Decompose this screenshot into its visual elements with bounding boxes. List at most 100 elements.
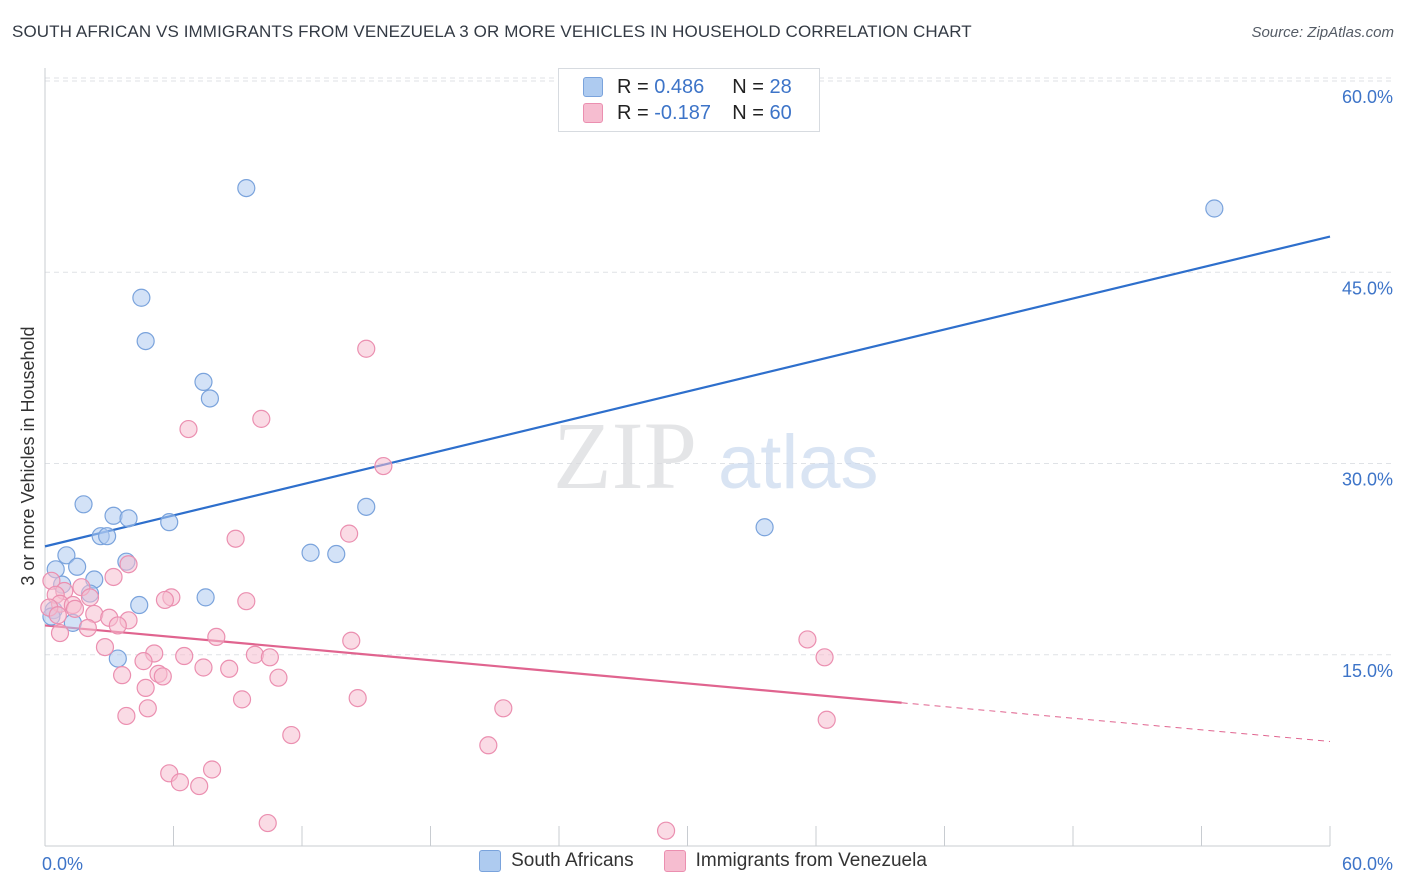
point-venezuela xyxy=(112,666,132,685)
point-south-africans xyxy=(119,509,138,528)
point-venezuela xyxy=(119,555,138,574)
point-venezuela xyxy=(175,646,194,666)
point-venezuela xyxy=(78,618,97,638)
point-venezuela xyxy=(95,637,115,657)
point-venezuela xyxy=(479,736,498,755)
point-venezuela xyxy=(194,658,213,677)
point-south-africans xyxy=(130,595,149,615)
point-south-africans xyxy=(237,179,256,198)
point-venezuela xyxy=(656,821,676,840)
point-south-africans xyxy=(74,495,93,514)
point-venezuela xyxy=(817,710,836,729)
n-value: 28 xyxy=(769,75,792,98)
point-venezuela xyxy=(269,668,288,687)
r-value: -0.187 xyxy=(654,101,711,124)
point-venezuela xyxy=(220,659,239,678)
point-venezuela xyxy=(815,648,834,667)
legend-swatch-pink xyxy=(663,850,686,872)
legend-swatch-blue xyxy=(479,850,502,872)
point-venezuela xyxy=(282,725,301,745)
correlation-legend: R = 0.486 N = 28 R = -0.187 N = 60 xyxy=(558,68,820,132)
point-venezuela xyxy=(179,419,198,439)
point-venezuela xyxy=(340,524,359,543)
point-south-africans xyxy=(327,544,346,564)
x-tick-label-max: 60.0% xyxy=(1342,854,1393,874)
trend-line-venezuela xyxy=(44,624,902,704)
point-south-africans xyxy=(755,518,774,537)
axes xyxy=(44,68,1331,847)
point-south-africans xyxy=(200,389,220,408)
y-axis-label: 3 or more Vehicles in Household xyxy=(18,326,38,585)
data-points xyxy=(40,179,1224,840)
grid-lines xyxy=(45,77,1392,656)
point-south-africans xyxy=(196,588,215,607)
y-tick-label: 45.0% xyxy=(1342,278,1393,298)
trend-line-venezuela-extension xyxy=(901,702,1331,742)
series-legend: South Africans Immigrants from Venezuela xyxy=(0,850,1406,872)
n-label: N = xyxy=(732,75,764,98)
legend-swatch-pink xyxy=(583,103,603,123)
point-venezuela xyxy=(153,667,172,686)
point-venezuela xyxy=(232,690,252,709)
legend-item-south-africans: South Africans xyxy=(479,850,634,872)
point-venezuela xyxy=(170,773,190,792)
point-south-africans xyxy=(301,543,320,562)
trend-line-south-africans xyxy=(44,235,1331,548)
point-venezuela xyxy=(258,813,277,833)
tick-labels: 15.0% 30.0% 45.0% 60.0% 0.0% 60.0% xyxy=(42,87,1393,874)
point-south-africans xyxy=(57,546,76,565)
y-tick-label: 60.0% xyxy=(1342,87,1393,107)
point-south-africans xyxy=(194,372,213,391)
point-venezuela xyxy=(80,588,100,607)
point-venezuela xyxy=(798,630,817,649)
point-south-africans xyxy=(104,506,123,525)
n-label: N = xyxy=(732,101,764,124)
point-venezuela xyxy=(237,592,256,611)
n-value: 60 xyxy=(769,101,792,124)
legend-row-venezuela: R = -0.187 N = 60 xyxy=(583,100,792,126)
point-venezuela xyxy=(136,678,155,698)
point-venezuela xyxy=(134,652,153,671)
source-label: Source: ZipAtlas.com xyxy=(1251,24,1394,41)
legend-label: South Africans xyxy=(511,850,634,871)
x-tick-label-min: 0.0% xyxy=(42,854,83,874)
point-south-africans xyxy=(98,527,117,546)
point-venezuela xyxy=(155,590,175,610)
point-venezuela xyxy=(357,339,376,358)
point-venezuela xyxy=(202,760,222,779)
point-south-africans xyxy=(1205,199,1224,218)
y-tick-label: 30.0% xyxy=(1342,470,1393,490)
watermark-zip: ZIP xyxy=(553,402,697,509)
point-venezuela xyxy=(374,456,393,476)
point-venezuela xyxy=(65,599,85,618)
point-venezuela xyxy=(260,648,279,667)
watermark-atlas: atlas xyxy=(718,420,879,505)
point-south-africans xyxy=(108,649,127,668)
point-venezuela xyxy=(190,776,209,796)
point-venezuela xyxy=(207,627,226,647)
y-tick-label: 15.0% xyxy=(1342,661,1393,681)
point-venezuela xyxy=(348,688,367,708)
trend-lines xyxy=(44,235,1331,742)
point-venezuela xyxy=(117,706,136,726)
point-venezuela xyxy=(494,699,513,718)
legend-swatch-blue xyxy=(583,77,603,97)
point-south-africans xyxy=(136,332,155,351)
point-venezuela xyxy=(48,606,67,625)
legend-item-venezuela: Immigrants from Venezuela xyxy=(663,850,927,872)
legend-label: Immigrants from Venezuela xyxy=(695,850,927,871)
point-south-africans xyxy=(132,288,151,307)
point-venezuela xyxy=(252,409,271,428)
point-venezuela xyxy=(104,567,123,587)
chart-title: SOUTH AFRICAN VS IMMIGRANTS FROM VENEZUE… xyxy=(12,22,972,41)
point-venezuela xyxy=(50,623,70,643)
point-venezuela xyxy=(342,631,361,650)
r-value: 0.486 xyxy=(654,75,705,98)
r-label: R = xyxy=(617,75,649,98)
point-venezuela xyxy=(108,616,127,635)
point-venezuela xyxy=(138,699,157,718)
point-south-africans xyxy=(68,557,87,576)
legend-row-south-africans: R = 0.486 N = 28 xyxy=(583,74,792,100)
point-south-africans xyxy=(160,513,179,532)
